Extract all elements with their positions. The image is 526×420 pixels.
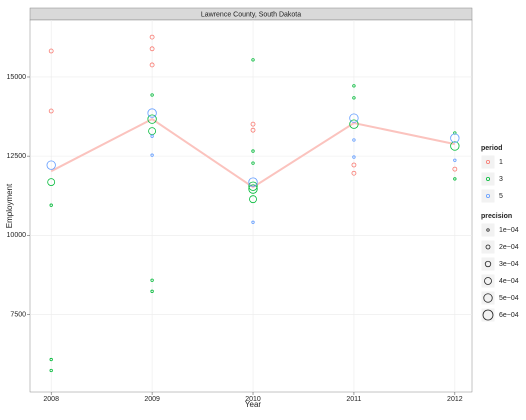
point (251, 161, 255, 165)
point (149, 62, 155, 68)
legend-swatch (485, 193, 490, 198)
point (46, 160, 56, 170)
point (147, 108, 157, 118)
panel (29, 19, 473, 393)
legend-key (480, 256, 496, 272)
point (450, 133, 460, 143)
point (351, 170, 357, 176)
legend-label: 3 (499, 176, 503, 183)
point (250, 121, 256, 127)
point (150, 289, 154, 293)
chart-title: Lawrence County, South Dakota (201, 11, 301, 18)
point (49, 203, 53, 207)
point (453, 177, 457, 181)
point (352, 96, 356, 100)
point (149, 34, 155, 40)
point (452, 166, 458, 172)
point (251, 149, 255, 153)
size-swatch (482, 309, 494, 321)
size-legend-label: 3e−04 (499, 261, 519, 268)
legend-key (480, 222, 496, 238)
point (47, 178, 56, 186)
legend-key (480, 171, 496, 187)
point (150, 278, 154, 282)
point (352, 155, 356, 159)
legend-key (480, 239, 496, 255)
size-legend-label: 5e−04 (499, 295, 519, 302)
point (352, 84, 356, 88)
point (450, 141, 460, 151)
legend-key (480, 188, 496, 204)
legend-swatch (485, 176, 490, 181)
point (248, 184, 258, 194)
legend-key (480, 273, 496, 289)
size-swatch (484, 277, 492, 285)
size-swatch (485, 244, 491, 250)
point (352, 138, 356, 142)
x-tick-label: 2012 (447, 396, 463, 403)
point (349, 113, 359, 123)
point (453, 131, 457, 135)
point (351, 162, 357, 168)
size-legend-title: precision (481, 213, 512, 220)
size-legend-label: 4e−04 (499, 278, 519, 285)
point (249, 195, 257, 204)
trend-line (50, 117, 456, 189)
legend-swatch (485, 159, 490, 164)
point (150, 93, 154, 97)
point (453, 158, 457, 162)
point (49, 357, 53, 362)
point (251, 58, 255, 62)
size-swatch (486, 228, 490, 232)
point (248, 181, 258, 191)
legend-label: 5 (499, 193, 503, 200)
legend-key (480, 290, 496, 306)
y-tick-label: 12500 (7, 153, 27, 160)
point (250, 127, 256, 133)
y-tick-label: 15000 (7, 74, 27, 81)
point (150, 134, 154, 138)
point (147, 114, 157, 124)
size-legend-label: 6e−04 (499, 312, 519, 319)
size-swatch (483, 293, 493, 303)
x-tick-label: 2008 (43, 396, 59, 403)
legend-key (480, 154, 496, 170)
point (48, 108, 54, 114)
point (150, 153, 154, 157)
size-legend-label: 2e−04 (499, 244, 519, 251)
y-tick-label: 7500 (10, 311, 26, 318)
point (251, 220, 255, 224)
point (48, 48, 54, 54)
y-axis-label: Employment (5, 183, 14, 228)
point (248, 177, 258, 187)
legend-title: period (481, 145, 502, 152)
point (49, 368, 53, 373)
point (349, 119, 359, 129)
x-axis-label: Year (245, 400, 262, 409)
x-tick-label: 2009 (144, 396, 160, 403)
size-swatch (484, 260, 492, 268)
x-tick-label: 2010 (245, 396, 261, 403)
point (149, 46, 155, 52)
y-tick-label: 10000 (7, 232, 27, 239)
x-tick-label: 2011 (346, 396, 361, 403)
legend-label: 1 (499, 159, 503, 166)
size-legend-label: 1e−04 (499, 227, 519, 234)
